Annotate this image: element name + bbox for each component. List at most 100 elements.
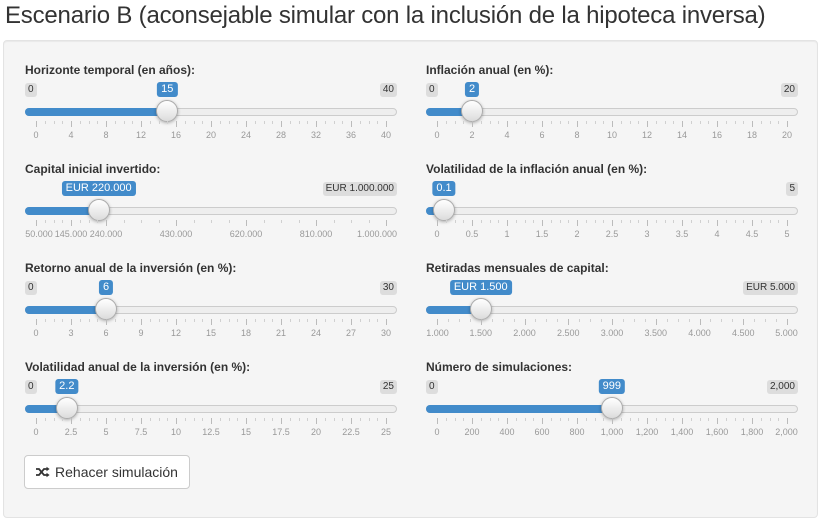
slider-value-label: 999 [598,379,625,394]
slider-fill [426,306,481,314]
slider-tick-label: 10 [606,130,618,140]
slider-min-label: 0 [426,380,438,394]
slider-tick [437,319,438,325]
slider-tick [612,418,613,424]
slider-max-label: EUR 1.000.000 [322,182,397,196]
slider-minor-tick [88,319,90,322]
slider-tick-label: 1,400 [670,427,694,437]
slider-minor-tick [184,121,186,124]
slider-minor-tick [149,418,151,421]
slider-capital: Capital inicial invertido: EUR 1.000.000… [25,162,397,252]
slider-minor-tick [673,220,675,223]
slider-tick-label: 2.5 [605,229,619,239]
slider-minor-tick [219,319,221,322]
slider-tick [612,121,613,127]
rehacer-simulacion-button[interactable]: Rehacer simulación [24,455,190,489]
slider-tick-label: 27 [345,328,357,338]
slider-tick [176,319,177,325]
slider-tick-label: 0.5 [465,229,479,239]
slider-minor-tick [97,220,99,223]
slider-tick [386,121,387,127]
slider-handle[interactable] [95,298,117,320]
slider-tick-label: 4 [68,130,74,140]
slider-minor-tick [263,220,265,223]
slider-minor-tick [489,418,491,421]
slider-tick-label: 32 [310,130,322,140]
slider-handle[interactable] [156,100,179,122]
slider-fill [426,405,612,413]
slider-minor-tick [524,220,526,223]
slider-minor-tick [559,418,561,421]
slider-handle[interactable] [55,397,78,419]
slider-minor-tick [272,121,274,124]
slider-tick [141,418,142,424]
slider-label: Retiradas mensuales de capital: [426,261,609,275]
slider-label: Horizonte temporal (en años): [25,63,196,77]
slider-handle[interactable] [87,199,110,221]
slider-tick-label: 1.5 [535,229,549,239]
slider-minor-tick [454,121,456,124]
slider-tick-label: 430.000 [159,229,193,239]
slider-volatilidad-inversion: Volatilidad anual de la inversión (en %)… [25,360,397,450]
slider-tick-label: 4 [504,130,510,140]
slider-tick [176,220,177,226]
slider-minor-tick [743,418,745,421]
slider-minor-tick [272,319,274,322]
slider-tick-label: 2.5 [64,427,78,437]
slider-minor-tick [62,418,64,421]
slider-minor-tick [333,418,335,421]
slider-tick-label: 14 [676,130,688,140]
slider-minor-tick [202,418,204,421]
slider-minor-tick [622,319,624,322]
slider-tick-label: 12 [170,328,182,338]
slider-tick [316,319,317,325]
slider-handle[interactable] [433,199,455,221]
slider-minor-tick [193,418,195,421]
slider-label: Capital inicial invertido: [25,162,161,176]
slider-tick [472,418,473,424]
slider-minor-tick [158,319,160,322]
slider-minor-tick [629,121,631,124]
slider-minor-tick [699,418,701,421]
slider-tick-label: 0 [33,130,39,140]
slider-tick-label: 20 [781,130,793,140]
slider-track[interactable] [25,405,397,413]
slider-handle[interactable] [469,298,492,320]
slider-minor-tick [368,121,370,124]
slider-value-label: EUR 1.500 [449,280,512,295]
slider-handle[interactable] [461,100,483,122]
slider-minor-tick [184,418,186,421]
slider-tick [437,220,438,226]
slider-tick [176,121,177,127]
slider-tick [542,121,543,127]
slider-tick [577,121,578,127]
slider-handle[interactable] [600,397,623,419]
slider-horizonte: Horizonte temporal (en años): 0 40 15 0 4… [25,63,397,153]
slider-minor-tick [342,121,344,124]
slider-minor-tick [298,418,300,421]
slider-minor-tick [491,319,493,322]
slider-value-label: 0.1 [432,181,456,196]
slider-minor-tick [132,418,134,421]
slider-min-label: 0 [426,83,438,97]
slider-tick-label: 12 [641,130,653,140]
slider-max-label: 30 [379,281,397,295]
slider-minor-tick [594,418,596,421]
slider-tick [682,121,683,127]
slider-minor-tick [699,121,701,124]
slider-track[interactable] [426,207,798,215]
slider-tick-label: 24 [310,328,322,338]
slider-label: Inflación anual (en %): [426,63,554,77]
slider-minor-tick [754,319,756,322]
slider-tick [176,418,177,424]
slider-tick-label: 1 [504,229,510,239]
slider-tick [568,319,570,325]
slider-minor-tick [158,220,160,223]
slider-minor-tick [601,319,603,322]
slider-minor-tick [158,418,160,421]
slider-minor-tick [664,418,666,421]
slider-minor-tick [550,220,552,223]
slider-tick-label: 2.000 [513,328,536,338]
slider-tick [71,121,72,127]
slider-minor-tick [644,319,646,322]
